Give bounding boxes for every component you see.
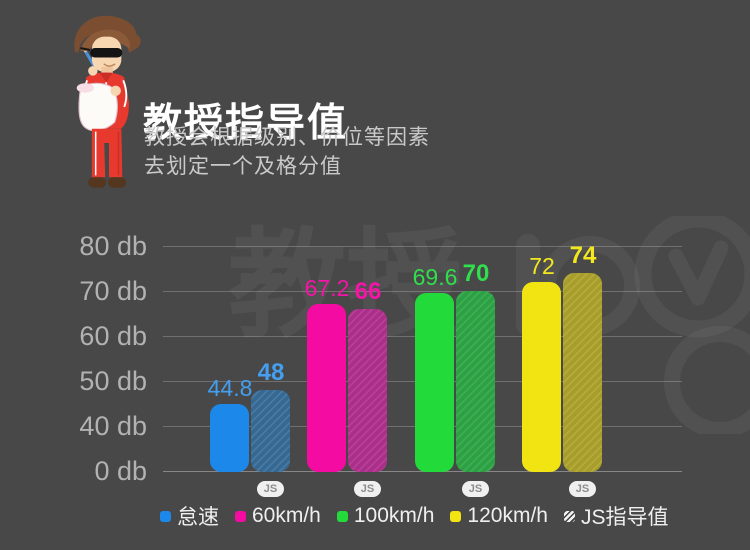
bar-measured (522, 282, 561, 472)
legend-item: 120km/h (450, 504, 548, 528)
gridline (163, 291, 682, 292)
y-tick-label: 40 db (79, 411, 147, 441)
legend-swatch-hatched (563, 510, 575, 522)
page-title: 教授指导值 (143, 102, 349, 146)
legend-item: 怠速 (160, 501, 219, 531)
value-label-js-guide: 74 (569, 242, 597, 269)
legend-item: 100km/h (336, 504, 435, 528)
gridline (163, 246, 682, 247)
bar-measured (415, 292, 454, 472)
js-badge: JS (257, 481, 284, 497)
js-badge: JS (354, 481, 381, 497)
chart-legend: 怠速 60km/h 100km/h 120km/h JS指导值 (160, 501, 668, 531)
y-tick-label: 50 db (79, 366, 147, 396)
bar-js-guide (456, 291, 495, 472)
bar-measured (210, 404, 249, 472)
legend-item: JS指导值 (563, 501, 669, 531)
bar-js-guide (251, 390, 290, 472)
subtitle-line-1: 教授会根据级别、价位等因素 (144, 126, 430, 149)
value-label-measured: 69.6 (412, 263, 458, 290)
legend-swatch (450, 510, 462, 522)
value-label-measured: 44.8 (207, 375, 253, 402)
value-label-js-guide: 70 (462, 260, 490, 287)
legend-label: 60km/h (252, 504, 321, 527)
legend-swatch (336, 510, 348, 522)
y-tick-label: 0 db (94, 456, 147, 486)
bar-js-guide (563, 273, 602, 472)
legend-label: 100km/h (353, 504, 435, 527)
y-tick-label: 70 db (79, 276, 147, 306)
value-label-js-guide: 66 (354, 278, 382, 305)
y-tick-label: 60 db (79, 321, 147, 351)
legend-swatch (235, 510, 246, 522)
legend-item: 60km/h (235, 504, 321, 528)
legend-swatch (160, 510, 171, 522)
legend-label: 怠速 (177, 506, 219, 529)
value-label-measured: 67.2 (304, 274, 350, 301)
legend-label: 120km/h (467, 504, 548, 527)
page-subtitle: 教授会根据级别、价位等因素 去划定一个及格分值 (144, 123, 430, 181)
notepad-paper (76, 82, 118, 132)
value-label-measured: 72 (529, 253, 555, 279)
sunglasses-icon (80, 47, 123, 58)
value-label-js-guide: 48 (257, 359, 285, 386)
bar-js-guide (348, 309, 387, 472)
y-tick-label: 80 db (79, 231, 147, 261)
js-badge: JS (569, 481, 596, 497)
bar-measured (307, 303, 346, 472)
subtitle-line-2: 去划定一个及格分值 (144, 155, 342, 178)
js-badge: JS (462, 481, 489, 497)
legend-label: JS指导值 (580, 506, 669, 529)
professor-character-illustration (74, 15, 141, 188)
